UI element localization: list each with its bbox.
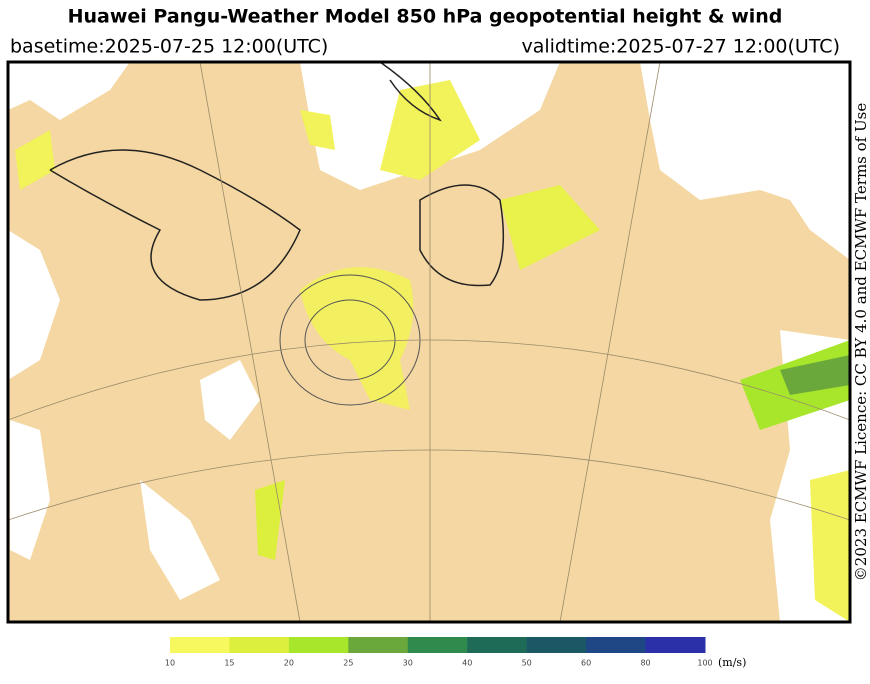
map <box>6 60 852 624</box>
colorbar-tick-label: 100 <box>697 659 712 668</box>
credit: ©2023 ECMWF Licence: CC BY 4.0 and ECMWF… <box>852 103 870 582</box>
sea <box>10 420 50 560</box>
colorbar-tick-label: 25 <box>343 659 353 668</box>
colorbar-segment <box>348 637 409 653</box>
contours <box>49 62 505 406</box>
graticule <box>8 62 850 622</box>
colorbar-segment <box>170 637 230 653</box>
colorbar-tick-label: 50 <box>522 659 532 668</box>
ocean <box>640 62 850 260</box>
colorbar-segment <box>586 637 647 653</box>
wind-patch <box>780 355 850 395</box>
colorbar-unit: (m/s) <box>718 656 746 669</box>
colorbar-tick-label: 20 <box>284 659 294 668</box>
map-frame <box>6 60 852 624</box>
colorbar-segment <box>288 637 349 653</box>
colorbar-tick-label: 30 <box>403 659 413 668</box>
validtime: validtime:2025-07-27 12:00(UTC) <box>521 36 840 58</box>
colorbar-tick-label: 40 <box>462 659 472 668</box>
wind-patch <box>500 185 600 270</box>
colorbar-segment <box>229 637 290 653</box>
colorbar-tick-label: 10 <box>165 659 175 668</box>
ocean <box>8 62 130 120</box>
colorbar-segment <box>526 637 587 653</box>
wind-patch <box>300 267 414 410</box>
colorbar: 10 15 20 25 30 40 50 60 80 100 (m/s) <box>165 637 746 669</box>
wind-patch <box>300 110 335 150</box>
colorbar-tick-label: 15 <box>224 659 234 668</box>
colorbar-tick-label: 80 <box>640 659 650 668</box>
wind-patch <box>255 480 285 560</box>
ocean <box>8 230 60 380</box>
title: Huawei Pangu-Weather Model 850 hPa geopo… <box>68 6 783 28</box>
wind-patch <box>15 130 55 190</box>
sea <box>200 360 260 440</box>
colorbar-segment <box>407 637 468 653</box>
basetime: basetime:2025-07-25 12:00(UTC) <box>10 36 328 58</box>
colorbar-tick-label: 60 <box>581 659 591 668</box>
colorbar-segment <box>645 637 706 653</box>
colorbar-segment <box>467 637 528 653</box>
wind-patch <box>810 470 850 622</box>
sea <box>140 480 220 600</box>
